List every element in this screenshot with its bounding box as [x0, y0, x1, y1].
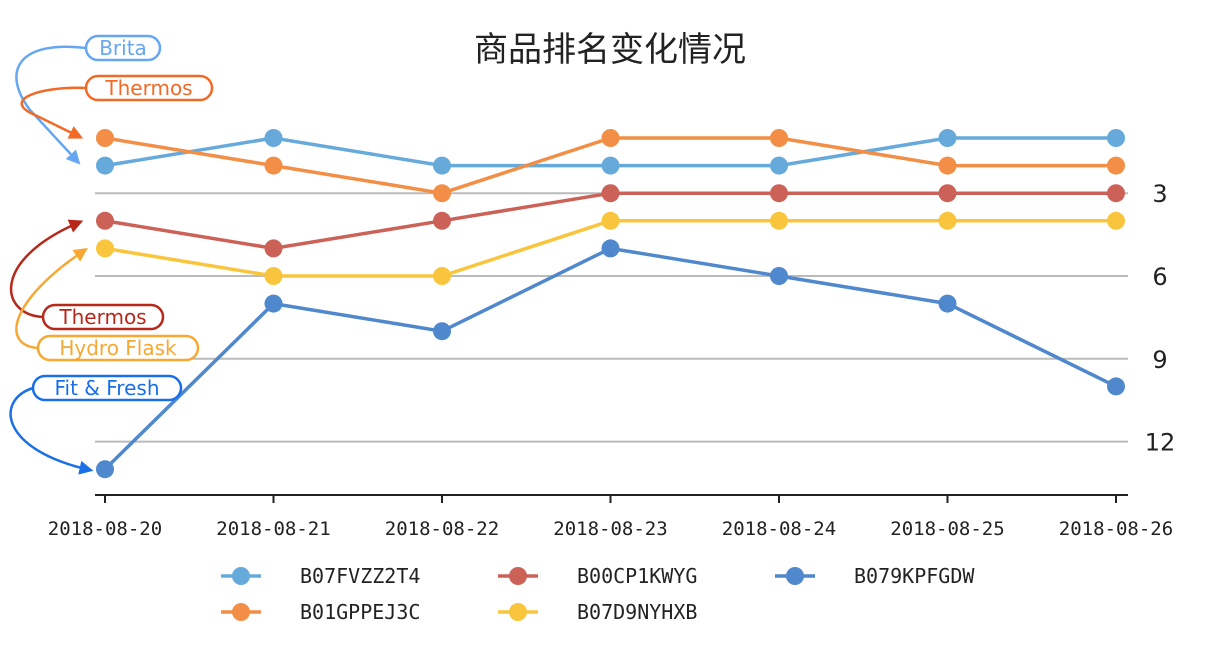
- x-tick-label: 2018-08-25: [890, 518, 1004, 540]
- data-point-B07D9NYHXB: [938, 211, 957, 230]
- data-point-B07D9NYHXB: [433, 267, 451, 285]
- annotation-arrow: [15, 248, 88, 350]
- legend-marker: [232, 567, 250, 585]
- data-point-B079KPFGDW: [770, 267, 788, 285]
- x-tick-label: 2018-08-23: [553, 518, 667, 540]
- data-point-B01GPPEJ3C: [264, 156, 283, 175]
- y-tick-label: 3: [1152, 180, 1167, 208]
- annotation-label: Hydro Flask: [59, 336, 177, 360]
- legend-label: B00CP1KWYG: [577, 564, 697, 588]
- data-point-B01GPPEJ3C: [770, 129, 788, 147]
- data-point-B07D9NYHXB: [96, 239, 114, 258]
- data-point-B07D9NYHXB: [1107, 211, 1125, 230]
- data-point-B01GPPEJ3C: [433, 184, 451, 203]
- data-point-B07FVZZ2T4: [433, 156, 451, 175]
- data-point-B01GPPEJ3C: [601, 129, 620, 147]
- data-point-B01GPPEJ3C: [1107, 156, 1125, 175]
- chart-title: 商品排名变化情况: [474, 30, 746, 70]
- annotation-box: [36, 334, 200, 362]
- annotation-arrow: [9, 219, 84, 319]
- annotation-arrow: [9, 386, 94, 475]
- data-point-B07FVZZ2T4: [770, 156, 788, 175]
- data-point-B07D9NYHXB: [264, 267, 283, 285]
- annotation-box: [41, 303, 165, 331]
- data-point-B079KPFGDW: [433, 322, 451, 341]
- data-point-B079KPFGDW: [96, 460, 114, 479]
- data-point-B00CP1KWYG: [601, 184, 620, 203]
- data-point-B00CP1KWYG: [264, 239, 283, 258]
- data-point-B00CP1KWYG: [938, 184, 957, 203]
- legend-marker: [509, 603, 527, 621]
- legend-marker: [232, 603, 250, 621]
- data-point-B079KPFGDW: [1107, 377, 1125, 396]
- data-point-B07FVZZ2T4: [601, 156, 620, 175]
- data-point-B07FVZZ2T4: [264, 129, 283, 147]
- data-point-B079KPFGDW: [264, 294, 283, 313]
- annotation-arrow: [15, 45, 87, 165]
- legend-label: B07FVZZ2T4: [300, 564, 420, 588]
- x-tick-label: 2018-08-20: [48, 518, 162, 540]
- x-tick-label: 2018-08-26: [1059, 518, 1173, 540]
- x-tick-label: 2018-08-24: [722, 518, 836, 540]
- data-point-B079KPFGDW: [938, 294, 957, 313]
- legend-label: B079KPFGDW: [854, 564, 975, 588]
- annotation-label: Fit & Fresh: [55, 376, 160, 400]
- y-tick-label: 12: [1145, 429, 1176, 457]
- annotation-arrow: [20, 86, 87, 139]
- x-tick-label: 2018-08-22: [385, 518, 499, 540]
- data-point-B00CP1KWYG: [433, 211, 451, 230]
- data-point-B01GPPEJ3C: [96, 129, 114, 147]
- y-tick-label: 6: [1152, 263, 1167, 291]
- annotation-label: Thermos: [104, 76, 192, 100]
- data-point-B07FVZZ2T4: [1107, 129, 1125, 147]
- x-tick-label: 2018-08-21: [216, 518, 330, 540]
- legend-label: B01GPPEJ3C: [300, 600, 420, 624]
- annotation-label: Thermos: [58, 305, 146, 329]
- data-point-B00CP1KWYG: [770, 184, 788, 203]
- legend-label: B07D9NYHXB: [577, 600, 697, 624]
- y-tick-label: 9: [1152, 346, 1167, 374]
- legend-marker: [509, 567, 527, 585]
- legend-marker: [786, 567, 804, 585]
- annotation-box: [84, 34, 162, 62]
- data-point-B07FVZZ2T4: [938, 129, 957, 147]
- data-point-B00CP1KWYG: [96, 211, 114, 230]
- annotation-box: [31, 374, 183, 402]
- data-point-B01GPPEJ3C: [938, 156, 957, 175]
- data-point-B079KPFGDW: [601, 239, 620, 258]
- data-point-B00CP1KWYG: [1107, 184, 1125, 203]
- annotation-box: [84, 74, 214, 102]
- data-point-B07FVZZ2T4: [96, 156, 114, 175]
- data-point-B07D9NYHXB: [601, 211, 620, 230]
- annotation-label: Brita: [99, 36, 147, 60]
- data-point-B07D9NYHXB: [770, 211, 788, 230]
